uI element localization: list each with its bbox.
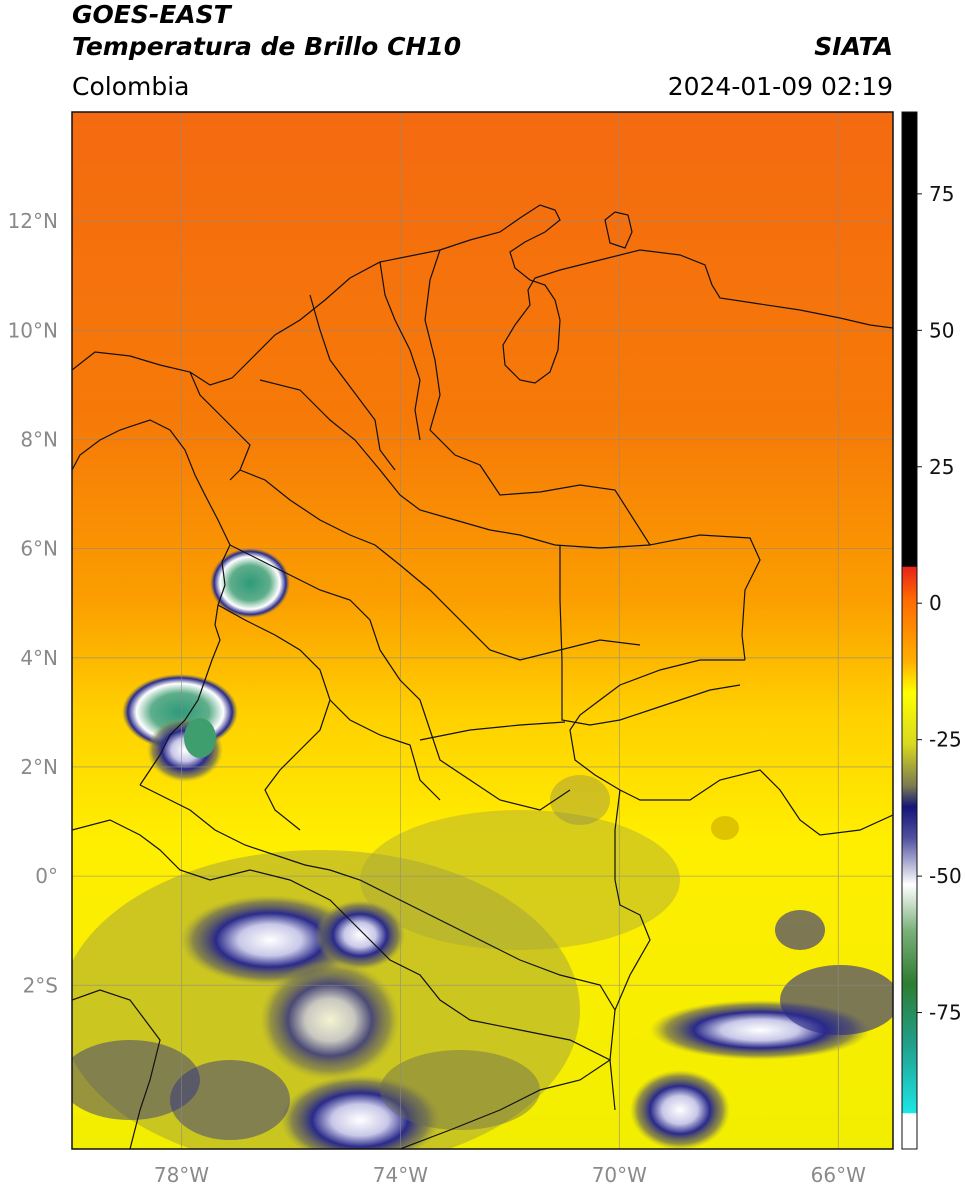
- lon-tick-label: 74°W: [373, 1163, 428, 1187]
- region-label: Colombia: [72, 72, 190, 101]
- coastline-pacific: [72, 419, 231, 786]
- dept-lines-6: [419, 721, 566, 741]
- lat-tick-label: 4°N: [20, 646, 58, 670]
- colorbar-tick-label: -25: [929, 728, 962, 752]
- brand-label: SIATA: [814, 32, 893, 61]
- coastline-caribbean: [72, 204, 893, 386]
- dept-lines-3: [229, 544, 571, 811]
- lat-tick-label: 12°N: [8, 209, 58, 233]
- colorbar-tick-label: -50: [929, 864, 962, 888]
- lat-tick-label: 8°N: [20, 427, 58, 451]
- border-brazil-south: [609, 789, 651, 1111]
- lat-tick-label: 10°N: [8, 318, 58, 342]
- lat-tick-label: 6°N: [20, 537, 58, 561]
- border-peru-south: [72, 819, 612, 1149]
- lon-tick-label: 70°W: [592, 1163, 647, 1187]
- product-title: Temperatura de Brillo CH10: [72, 32, 462, 61]
- dept-lines-1: [259, 379, 651, 549]
- dept-lines-2: [239, 469, 641, 661]
- dept-lines-5: [559, 545, 741, 726]
- lon-tick-label: 66°W: [811, 1163, 866, 1187]
- gridlines: [72, 112, 893, 1149]
- lon-tick-label: 78°W: [154, 1163, 209, 1187]
- lat-axis-labels: 12°N 10°N 8°N 6°N 4°N 2°N 0° 2°S: [8, 209, 58, 997]
- dept-lines-4: [217, 604, 331, 831]
- dept-lines-7: [329, 699, 441, 801]
- colorbar-ticks: 75 50 25 0 -25 -50 -75: [917, 182, 962, 1025]
- dept-lines-9: [379, 261, 421, 441]
- dept-lines-8: [309, 294, 396, 471]
- lat-tick-label: 0°: [35, 864, 58, 888]
- border-venezuela: [424, 249, 761, 661]
- colorbar-scale: [901, 111, 918, 1150]
- map-frame: [71, 111, 894, 1150]
- lat-tick-label: 2°N: [20, 755, 58, 779]
- borders: [72, 204, 893, 1149]
- datetime-label: 2024-01-09 02:19: [667, 72, 893, 101]
- satellite-title: GOES-EAST: [72, 0, 231, 29]
- colorbar-tick-label: 75: [929, 182, 954, 206]
- lon-axis-labels: 78°W 74°W 70°W 66°W: [154, 1163, 866, 1187]
- colorbar-tick-label: 0: [929, 591, 942, 615]
- colorbar-tick-label: 50: [929, 318, 954, 342]
- colorbar-tick-label: 25: [929, 455, 954, 479]
- island-curacao: [604, 211, 633, 249]
- lat-tick-label: 2°S: [23, 973, 58, 997]
- border-ecuador: [72, 989, 161, 1149]
- colorbar-tick-label: -75: [929, 1001, 962, 1025]
- border-peru: [139, 784, 616, 1011]
